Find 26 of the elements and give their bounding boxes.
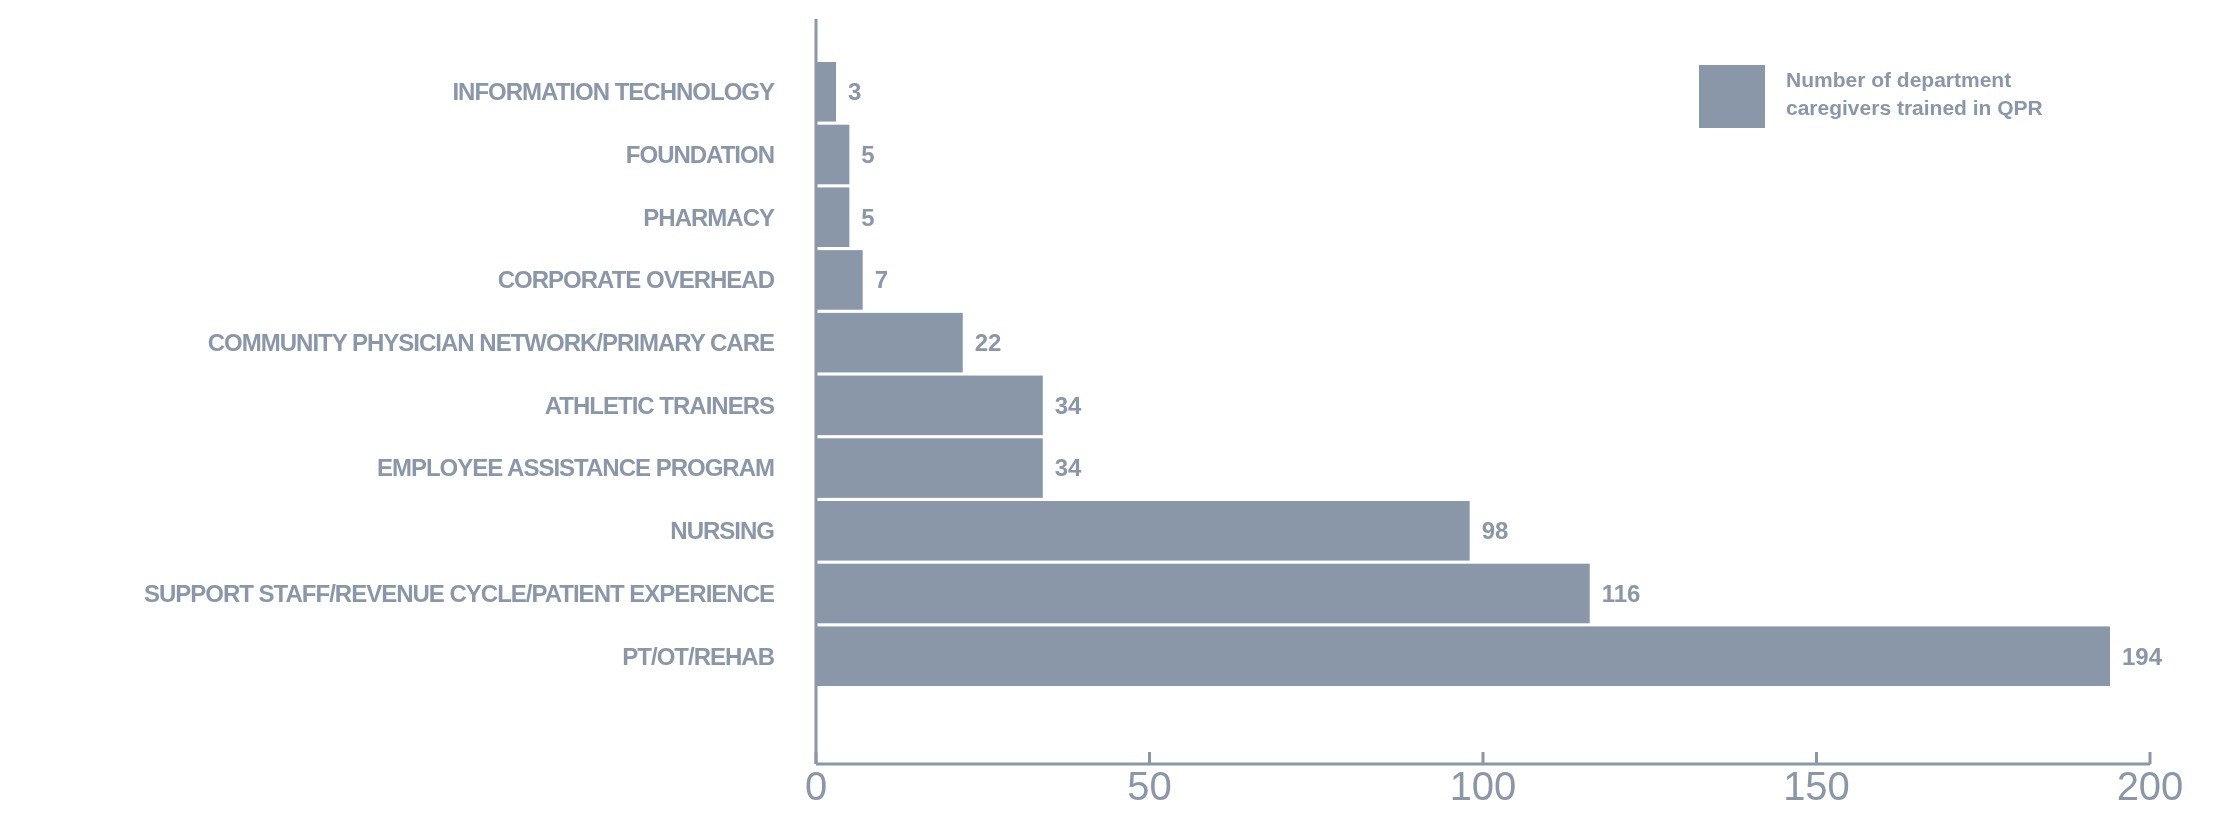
y-tick-label: PHARMACY xyxy=(643,203,775,231)
y-tick-label: FOUNDATION xyxy=(625,140,774,168)
data-label: 34 xyxy=(1054,391,1083,419)
data-label: 5 xyxy=(861,203,875,231)
y-tick-label: EMPLOYEE ASSISTANCE PROGRAM xyxy=(376,454,774,482)
y-tick-label: INFORMATION TECHNOLOGY xyxy=(452,78,775,106)
x-tick-label: 50 xyxy=(1127,764,1172,808)
y-tick-label: NURSING xyxy=(670,517,775,545)
x-tick-label: 150 xyxy=(1783,764,1850,808)
data-label: 7 xyxy=(874,266,889,294)
y-tick-label: COMMUNITY PHYSICIAN NETWORK/PRIMARY CARE xyxy=(207,329,775,357)
data-label: 116 xyxy=(1601,579,1641,607)
y-tick-label: PT/OT/REHAB xyxy=(622,642,775,670)
x-tick-label: 0 xyxy=(804,764,828,808)
x-tick-label: 100 xyxy=(1449,764,1517,808)
y-tick-label: CORPORATE OVERHEAD xyxy=(497,266,775,294)
data-label: 194 xyxy=(2121,642,2163,670)
text: Number of department caregivers trained in QPR xyxy=(1786,68,2043,119)
data-label: 34 xyxy=(1054,454,1083,482)
y-tick-label: SUPPORT STAFF/REVENUE CYCLE/PATIENT EXPERIENCE xyxy=(143,579,775,607)
data-label: 98 xyxy=(1481,517,1509,545)
data-label: 3 xyxy=(848,78,862,106)
x-tick-label: 200 xyxy=(2116,764,2184,808)
data-label: 5 xyxy=(861,140,875,168)
data-label: 22 xyxy=(974,329,1002,357)
y-tick-label: ATHLETIC TRAINERS xyxy=(544,391,775,419)
